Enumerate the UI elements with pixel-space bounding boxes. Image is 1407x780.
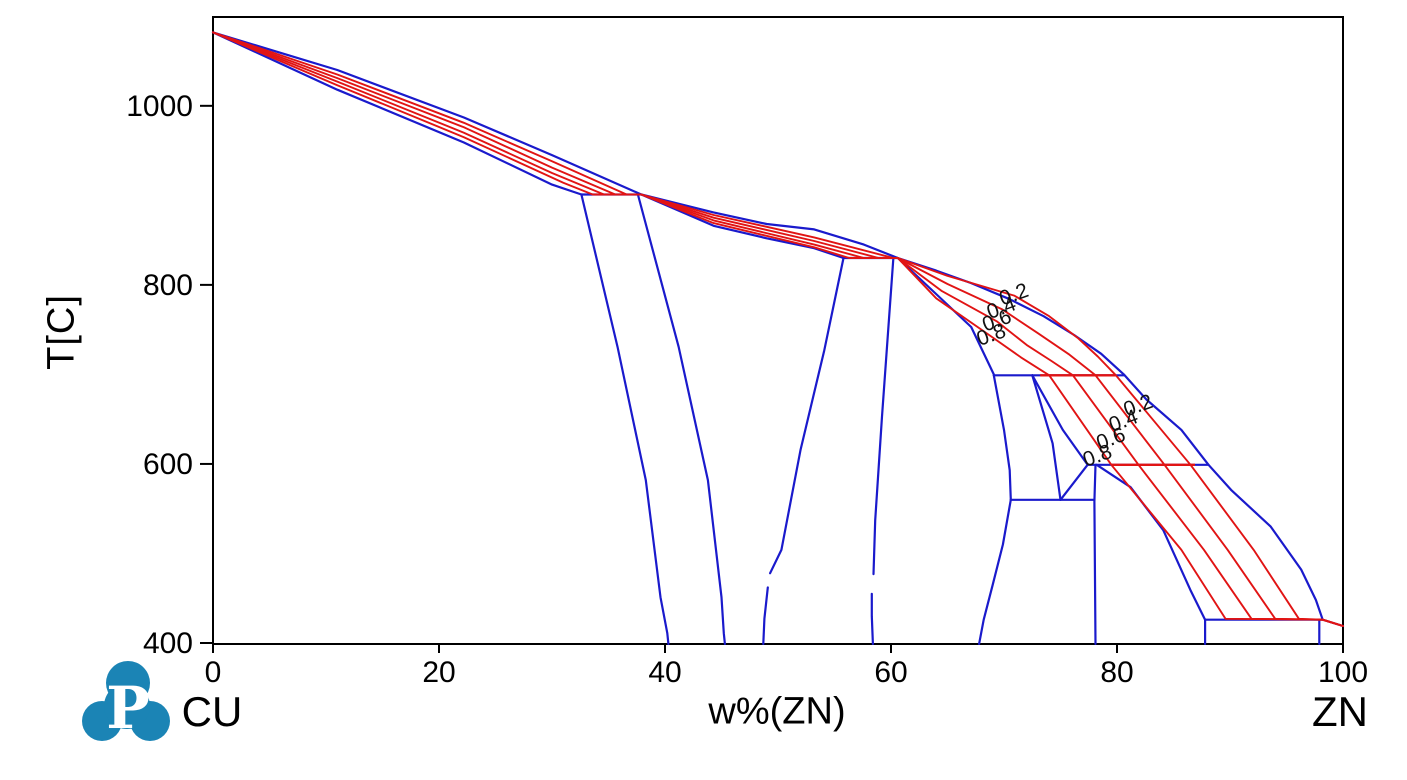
fraction-isolines [212,31,1344,627]
isoline-fraction-labels: 0.20.40.60.80.20.40.60.8 [974,279,1156,472]
isoline-0.8 [212,31,1344,627]
x-tick-label: 60 [874,656,907,689]
boundary-alpha-solidus [211,31,583,196]
pandat-logo: P [80,659,176,755]
boundary-epsilon-left-boundary [1093,463,1097,646]
isoline-0.6 [212,31,1344,627]
boundary-gamma-right-boundary-700-560 [992,374,1012,501]
boundary-alpha-alphabeta-boundary [580,193,670,646]
boundary-gamma-left-boundary-upper [872,257,895,576]
x-tick-label: 80 [1100,656,1133,689]
y-tick-label: 1000 [126,90,193,123]
x-tick-label: 100 [1318,656,1368,689]
axis-ticks [200,104,1344,653]
isoline-0.4 [212,31,1344,627]
phase-boundary-lines [211,31,1345,646]
isoline-0.2 [212,31,1344,627]
boundary-delta-deltaeps-boundary [1059,463,1089,501]
boundary-beta-solidus [640,193,845,260]
x-tick-label: 20 [422,656,455,689]
y-tick-label: 400 [143,627,193,660]
boundary-gamma-left-boundary-lower [870,592,875,646]
boundary-beta-betagamma-boundary-upper [768,256,845,575]
axis-tick-labels: 0 20 40 60 80 100 400 600 800 1000 [126,90,1368,689]
boundary-beta-betagamma-boundary-lower [762,586,769,646]
boundary-gamma-right-boundary-560-400 [977,498,1012,646]
x-axis-title: w%(ZN) [708,690,846,733]
x-tick-label: 40 [648,656,681,689]
logo-lobe-center [104,683,150,729]
plot-frame [212,16,1344,645]
left-component-label: CU [181,688,243,735]
y-axis-title: T[C] [40,294,83,370]
boundary-liquidus [211,31,1345,628]
boundary-epsilon-right-boundary [1095,463,1207,621]
boundary-alphabeta-beta-boundary [636,193,727,646]
boundary-delta-right-boundary [1031,374,1089,466]
y-tick-label: 800 [143,269,193,302]
right-component-label: ZN [1312,688,1368,735]
boundary-gamma-right-boundary-830-700 [896,256,995,376]
plot-border [212,16,1344,645]
logo-letter: P [106,673,150,742]
y-tick-label: 600 [143,448,193,481]
boundary-delta-left-boundary [1031,374,1062,501]
x-tick-label: 0 [205,656,222,689]
